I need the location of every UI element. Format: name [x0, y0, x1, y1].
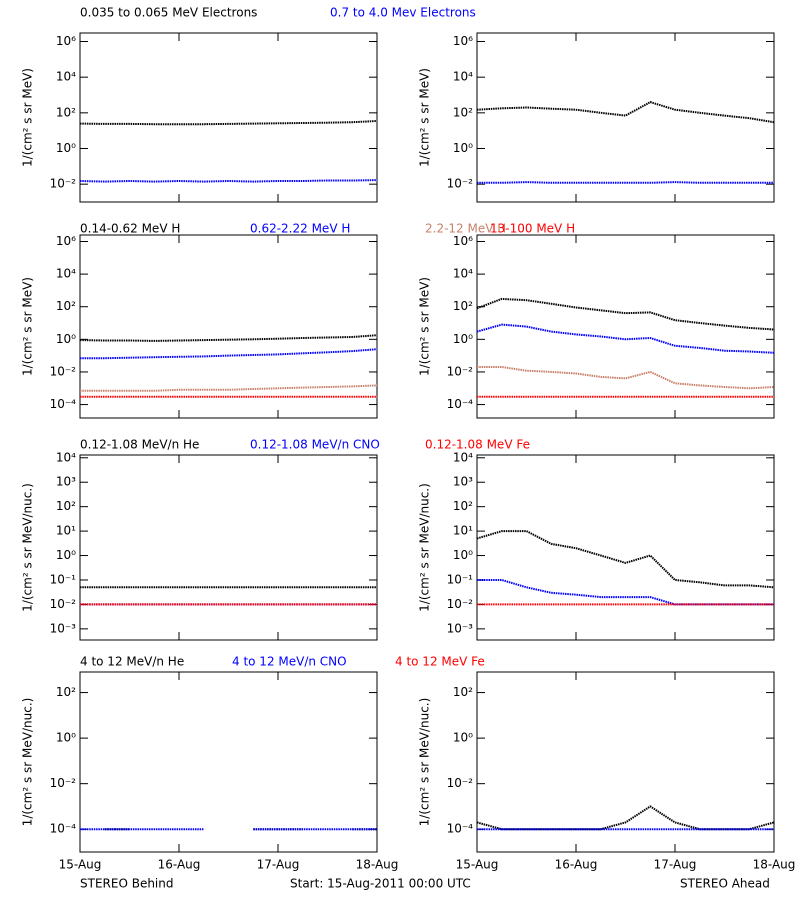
y-tick-label: 10²	[453, 685, 473, 699]
legend-entry: 0.12-1.08 MeV Fe	[425, 438, 530, 452]
y-tick-label: 10⁴	[453, 267, 473, 281]
y-tick-label: 10¹	[453, 524, 473, 538]
plot-frame	[79, 234, 378, 419]
y-tick-label: 10⁻²	[50, 364, 77, 378]
y-axis-label: 1/(cm² s sr MeV/nuc.)	[418, 483, 432, 612]
y-tick-label: 10⁻²	[447, 597, 474, 611]
legend-entry: 4 to 12 MeV/n He	[80, 655, 184, 669]
series-line	[477, 181, 774, 184]
x-tick-label: 15-Aug	[59, 858, 102, 872]
x-tick-label: 18-Aug	[356, 858, 399, 872]
series-line	[476, 297, 775, 331]
y-tick-label: 10⁻⁴	[447, 397, 474, 411]
series-line	[79, 120, 378, 126]
y-axis-label: 1/(cm² s sr MeV/nuc.)	[21, 483, 35, 612]
y-tick-label: 10⁻³	[447, 621, 474, 635]
legend-entry: 0.12-1.08 MeV/n CNO	[250, 438, 380, 452]
legend-entry: 0.12-1.08 MeV/n He	[80, 438, 199, 452]
y-tick-label: 10⁶	[56, 34, 76, 48]
y-axis-label: 1/(cm² s sr MeV)	[21, 68, 35, 167]
footer-right: STEREO Ahead	[680, 877, 770, 891]
y-axis-label: 1/(cm² s sr MeV/nuc.)	[21, 698, 35, 827]
series-line	[79, 334, 378, 342]
series-line	[80, 384, 378, 392]
legend-entry: 13-100 MeV H	[490, 222, 575, 236]
y-tick-label: 10²	[56, 299, 76, 313]
y-tick-label: 10³	[56, 475, 76, 489]
legend-entry: 2.2-12 MeV H	[425, 222, 506, 236]
y-tick-label: 10⁴	[56, 267, 76, 281]
y-tick-label: 10⁻²	[447, 776, 474, 790]
y-tick-label: 10⁰	[453, 141, 473, 155]
y-axis-label: 1/(cm² s sr MeV)	[418, 68, 432, 167]
plot-frame	[79, 32, 378, 203]
legend-entry: 0.035 to 0.065 MeV Electrons	[80, 6, 257, 20]
y-tick-label: 10⁻²	[447, 364, 474, 378]
plot-frame	[79, 454, 378, 641]
plot-frame	[476, 454, 775, 641]
y-tick-label: 10⁻³	[50, 621, 77, 635]
y-tick-label: 10⁰	[453, 548, 473, 562]
y-tick-label: 10²	[56, 685, 76, 699]
y-tick-label: 10⁻⁴	[50, 397, 77, 411]
y-tick-label: 10⁶	[453, 234, 473, 248]
series-line	[476, 805, 775, 831]
y-tick-label: 10⁻¹	[447, 572, 474, 586]
x-tick-label: 18-Aug	[753, 858, 796, 872]
legend-entry: 0.7 to 4.0 Mev Electrons	[330, 6, 476, 20]
x-tick-label: 16-Aug	[158, 858, 201, 872]
x-tick-label: 16-Aug	[555, 858, 598, 872]
series-line	[80, 348, 378, 360]
y-tick-label: 10⁶	[453, 34, 473, 48]
series-line	[476, 101, 775, 124]
y-tick-label: 10⁻¹	[50, 572, 77, 586]
series-line	[476, 323, 775, 354]
y-tick-label: 10⁰	[56, 731, 76, 745]
y-tick-label: 10⁰	[453, 731, 473, 745]
y-tick-label: 10²	[56, 499, 76, 513]
y-tick-label: 10⁴	[56, 70, 76, 84]
legend-entry: 0.14-0.62 MeV H	[80, 222, 180, 236]
y-axis-label: 1/(cm² s sr MeV)	[418, 277, 432, 376]
y-axis-label: 1/(cm² s sr MeV)	[21, 277, 35, 376]
y-tick-label: 10¹	[56, 524, 76, 538]
x-tick-label: 17-Aug	[257, 858, 300, 872]
series-line	[477, 579, 774, 606]
y-tick-label: 10⁻⁴	[50, 822, 77, 836]
y-tick-label: 10²	[56, 105, 76, 119]
y-tick-label: 10²	[453, 499, 473, 513]
y-tick-label: 10⁻⁴	[447, 822, 474, 836]
y-tick-label: 10⁰	[453, 332, 473, 346]
y-tick-label: 10⁻²	[50, 776, 77, 790]
y-tick-label: 10³	[453, 475, 473, 489]
plot-frame	[79, 671, 378, 853]
y-tick-label: 10²	[453, 299, 473, 313]
y-tick-label: 10⁴	[56, 450, 76, 464]
footer-center: Start: 15-Aug-2011 00:00 UTC	[290, 877, 471, 891]
y-tick-label: 10⁻²	[50, 177, 77, 191]
y-tick-label: 10⁰	[56, 332, 76, 346]
y-tick-label: 10⁴	[453, 70, 473, 84]
plot-frame	[476, 671, 775, 853]
y-tick-label: 10⁰	[56, 548, 76, 562]
legend-entry: 4 to 12 MeV Fe	[395, 655, 485, 669]
plot-frame	[476, 32, 775, 203]
x-tick-label: 15-Aug	[456, 858, 499, 872]
y-axis-label: 1/(cm² s sr MeV/nuc.)	[418, 698, 432, 827]
y-tick-label: 10⁴	[453, 450, 473, 464]
footer-left: STEREO Behind	[80, 877, 174, 891]
series-line	[477, 366, 775, 390]
y-tick-label: 10⁶	[56, 234, 76, 248]
series-line	[476, 530, 775, 589]
plot-frame	[476, 234, 775, 419]
y-tick-label: 10²	[453, 105, 473, 119]
series-line	[79, 179, 378, 183]
x-tick-label: 17-Aug	[654, 858, 697, 872]
legend-entry: 4 to 12 MeV/n CNO	[232, 655, 347, 669]
y-tick-label: 10⁻²	[50, 597, 77, 611]
legend-entry: 0.62-2.22 MeV H	[250, 222, 350, 236]
y-tick-label: 10⁻²	[447, 177, 474, 191]
y-tick-label: 10⁰	[56, 141, 76, 155]
